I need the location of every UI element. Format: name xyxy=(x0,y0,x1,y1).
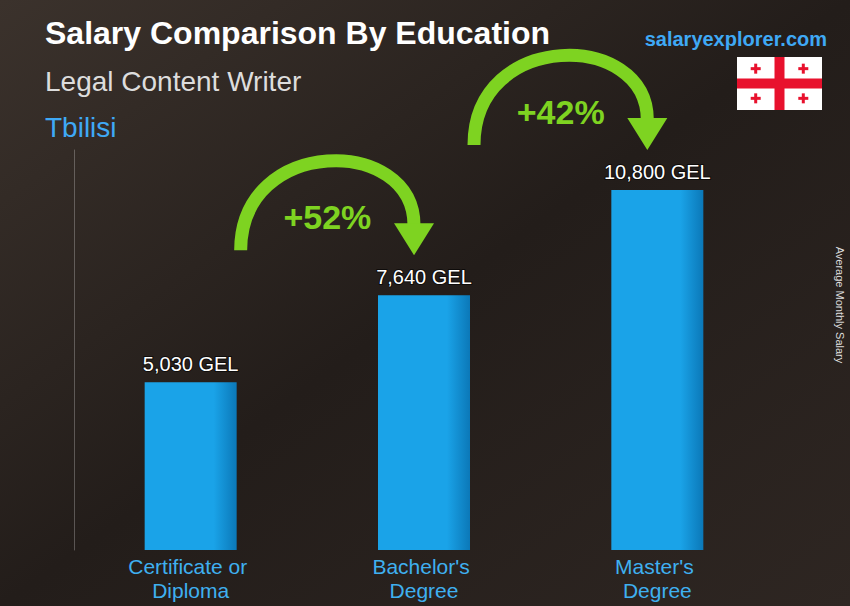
svg-text:5,030 GEL: 5,030 GEL xyxy=(143,353,239,375)
svg-text:10,800 GEL: 10,800 GEL xyxy=(604,161,711,183)
svg-text:Certificate or: Certificate or xyxy=(128,555,253,578)
svg-text:Diploma: Diploma xyxy=(152,579,229,602)
svg-text:Degree: Degree xyxy=(623,579,692,602)
svg-text:Bachelor's: Bachelor's xyxy=(372,555,475,578)
svg-text:Tbilisi: Tbilisi xyxy=(45,112,117,143)
svg-text:Legal Content Writer: Legal Content Writer xyxy=(45,66,301,97)
svg-text:Average Monthly Salary: Average Monthly Salary xyxy=(834,247,846,364)
svg-text:salaryexplorer.com: salaryexplorer.com xyxy=(645,28,827,50)
svg-text:Degree: Degree xyxy=(390,579,459,602)
svg-text:+42%: +42% xyxy=(517,93,605,131)
svg-text:+52%: +52% xyxy=(283,198,371,236)
svg-text:Salary Comparison By Education: Salary Comparison By Education xyxy=(45,15,550,51)
svg-text:7,640 GEL: 7,640 GEL xyxy=(376,266,472,288)
svg-text:Master's: Master's xyxy=(615,555,700,578)
